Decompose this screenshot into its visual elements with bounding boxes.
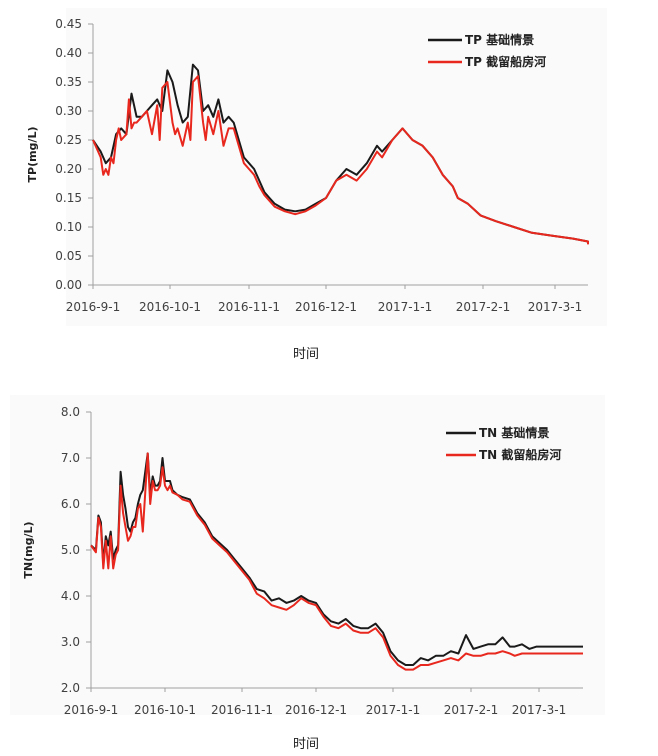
- tp-y-tick-label: 0.30: [55, 104, 82, 118]
- tp-chart-panel: [66, 8, 607, 326]
- tp-y-tick-label: 0.05: [55, 249, 82, 263]
- tn-y-tick-label: 6.0: [61, 497, 80, 511]
- tn-series-line-intercept: [90, 452, 583, 671]
- tp-x-tick-label: 2016-10-1: [139, 300, 201, 314]
- tp-legend-item: TP 基础情景: [428, 32, 534, 47]
- tp-y-tick-label: 0.40: [55, 46, 82, 60]
- tn-x-tick-label: 2016-12-1: [285, 703, 347, 717]
- tp-y-tick-label: 0.35: [55, 75, 82, 89]
- tn-y-tick-label: 3.0: [61, 635, 80, 649]
- tp-x-tick-label: 2017-2-1: [456, 300, 510, 314]
- tn-x-tick-label: 2017-3-1: [512, 703, 566, 717]
- tn-y-tick-label: 7.0: [61, 451, 80, 465]
- tp-y-tick-label: 0.00: [55, 278, 82, 292]
- tn-series-line-baseline: [90, 452, 583, 666]
- tn-legend-label: TN 基础情景: [479, 425, 549, 440]
- tn-legend-item: TN 截留船房河: [446, 447, 561, 462]
- tn-y-tick-label: 5.0: [61, 543, 80, 557]
- tp-y-tick-label: 0.45: [55, 17, 82, 31]
- tp-y-axis-title: TP(mg/L): [26, 127, 39, 183]
- tp-x-tick-label: 2016-9-1: [66, 300, 120, 314]
- tp-y-tick-label: 0.15: [55, 191, 82, 205]
- tp-x-tick-label: 2017-3-1: [528, 300, 582, 314]
- tp-legend-item: TP 截留船房河: [428, 54, 546, 69]
- tp-y-tick-label: 0.20: [55, 162, 82, 176]
- tn-y-tick-label: 2.0: [61, 681, 80, 695]
- tp-legend-label: TP 截留船房河: [465, 54, 546, 69]
- tp-x-tick-label: 2017-1-1: [378, 300, 432, 314]
- tp-y-tick-label: 0.25: [55, 133, 82, 147]
- tn-y-tick-label: 8.0: [61, 405, 80, 419]
- tn-legend-label: TN 截留船房河: [479, 447, 561, 462]
- tp-chart: 0.00 0.05 0.10 0.15 0.20 0.25 0.30 0.35 0.40 0.45…: [26, 17, 589, 314]
- tn-y-axis-title: TN(mg/L): [22, 521, 35, 578]
- tn-y-tick-label: 4.0: [61, 589, 80, 603]
- tp-legend-label: TP 基础情景: [465, 32, 534, 47]
- tn-x-tick-label: 2017-1-1: [366, 703, 420, 717]
- tn-x-tick-label: 2017-2-1: [444, 703, 498, 717]
- tn-x-axis-title: 时间: [293, 737, 320, 752]
- tp-x-tick-label: 2016-12-1: [295, 300, 357, 314]
- tn-legend-item: TN 基础情景: [446, 425, 549, 440]
- tp-series-line-intercept: [92, 75, 589, 245]
- tp-x-tick-label: 2016-11-1: [218, 300, 280, 314]
- tn-x-tick-label: 2016-9-1: [64, 703, 118, 717]
- tp-y-tick-label: 0.10: [55, 220, 82, 234]
- tn-x-tick-label: 2016-10-1: [134, 703, 196, 717]
- tn-x-tick-label: 2016-11-1: [211, 703, 273, 717]
- tp-x-axis-title: 时间: [293, 347, 320, 362]
